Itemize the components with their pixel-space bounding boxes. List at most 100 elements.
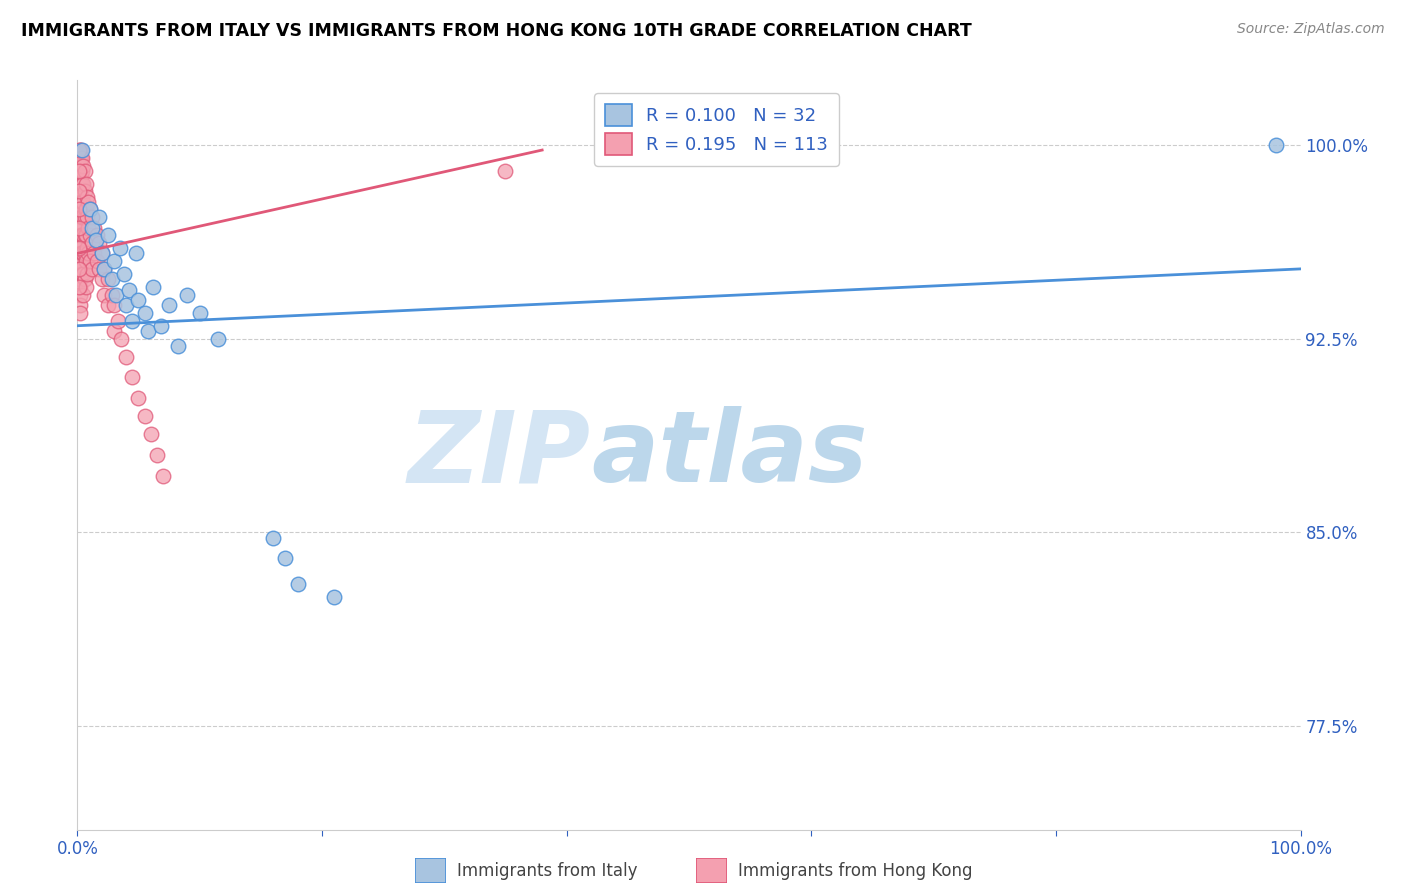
Point xyxy=(70,194,93,209)
Point xyxy=(105,287,128,301)
Point xyxy=(69,151,91,165)
Point xyxy=(93,261,115,276)
Point xyxy=(77,220,100,235)
Point xyxy=(69,298,91,312)
Point xyxy=(136,324,159,338)
Point xyxy=(89,235,111,250)
Point xyxy=(125,246,148,260)
Point xyxy=(70,163,93,178)
Point xyxy=(69,220,91,235)
Point xyxy=(73,228,96,243)
Point xyxy=(76,211,98,225)
Point xyxy=(75,177,97,191)
Point xyxy=(69,169,91,183)
Point xyxy=(89,211,111,225)
Point xyxy=(86,254,108,268)
Point xyxy=(70,246,93,260)
Point xyxy=(262,531,284,545)
Point xyxy=(69,241,91,255)
Point xyxy=(70,159,93,173)
Point xyxy=(72,246,94,260)
Point xyxy=(76,267,98,281)
Legend: R = 0.100   N = 32, R = 0.195   N = 113: R = 0.100 N = 32, R = 0.195 N = 113 xyxy=(593,93,839,166)
Point xyxy=(112,267,135,281)
Point xyxy=(77,194,100,209)
Point xyxy=(142,280,165,294)
Point xyxy=(67,143,90,157)
Point xyxy=(73,185,96,199)
Point xyxy=(118,283,141,297)
Point xyxy=(103,298,125,312)
Point xyxy=(188,306,211,320)
Text: IMMIGRANTS FROM ITALY VS IMMIGRANTS FROM HONG KONG 10TH GRADE CORRELATION CHART: IMMIGRANTS FROM ITALY VS IMMIGRANTS FROM… xyxy=(21,22,972,40)
Point xyxy=(72,159,94,173)
Point xyxy=(72,177,94,191)
Point xyxy=(80,220,103,235)
Point xyxy=(70,241,93,255)
Point xyxy=(97,298,120,312)
Point xyxy=(80,211,103,225)
Point xyxy=(134,409,156,424)
Point xyxy=(69,202,91,217)
Point xyxy=(69,185,91,199)
Point xyxy=(100,272,122,286)
Point xyxy=(149,318,172,333)
Point xyxy=(73,272,96,286)
Point xyxy=(152,468,174,483)
Point xyxy=(495,163,517,178)
Point xyxy=(67,241,90,255)
Point xyxy=(69,143,91,157)
Point xyxy=(70,246,93,260)
Point xyxy=(69,306,91,320)
Point xyxy=(139,427,162,442)
Point xyxy=(89,261,111,276)
Point xyxy=(207,332,229,346)
Point xyxy=(93,287,115,301)
Point xyxy=(72,267,94,281)
Point xyxy=(69,254,91,268)
Point xyxy=(80,261,103,276)
Point xyxy=(90,246,112,260)
Point xyxy=(69,211,91,225)
Point xyxy=(127,293,149,307)
Point xyxy=(146,448,169,462)
Point xyxy=(73,246,96,260)
Point xyxy=(73,163,96,178)
Point xyxy=(97,228,120,243)
Point xyxy=(166,339,188,353)
Point xyxy=(70,211,93,225)
Point xyxy=(72,194,94,209)
Point xyxy=(100,287,122,301)
Point xyxy=(103,324,125,338)
Point xyxy=(79,228,101,243)
Point xyxy=(72,287,94,301)
Point xyxy=(75,254,97,268)
Point xyxy=(121,313,143,327)
Point xyxy=(69,246,91,260)
Point xyxy=(70,202,93,217)
Point xyxy=(80,235,103,250)
Point xyxy=(67,185,90,199)
Point xyxy=(79,202,101,217)
Text: Source: ZipAtlas.com: Source: ZipAtlas.com xyxy=(1237,22,1385,37)
Point xyxy=(67,280,90,294)
Point xyxy=(72,228,94,243)
Point xyxy=(69,261,91,276)
Point xyxy=(127,391,149,405)
Point xyxy=(93,261,115,276)
Point xyxy=(76,241,98,255)
Point xyxy=(67,202,90,217)
Point xyxy=(90,272,112,286)
Text: ZIP: ZIP xyxy=(408,407,591,503)
Point xyxy=(67,220,90,235)
Point xyxy=(70,151,93,165)
Point xyxy=(121,370,143,384)
Point xyxy=(83,246,105,260)
Point xyxy=(274,551,297,566)
Point xyxy=(67,261,90,276)
Point xyxy=(70,267,93,281)
Point xyxy=(67,163,90,178)
Point xyxy=(70,261,93,276)
Point xyxy=(79,202,101,217)
Point xyxy=(76,189,98,203)
